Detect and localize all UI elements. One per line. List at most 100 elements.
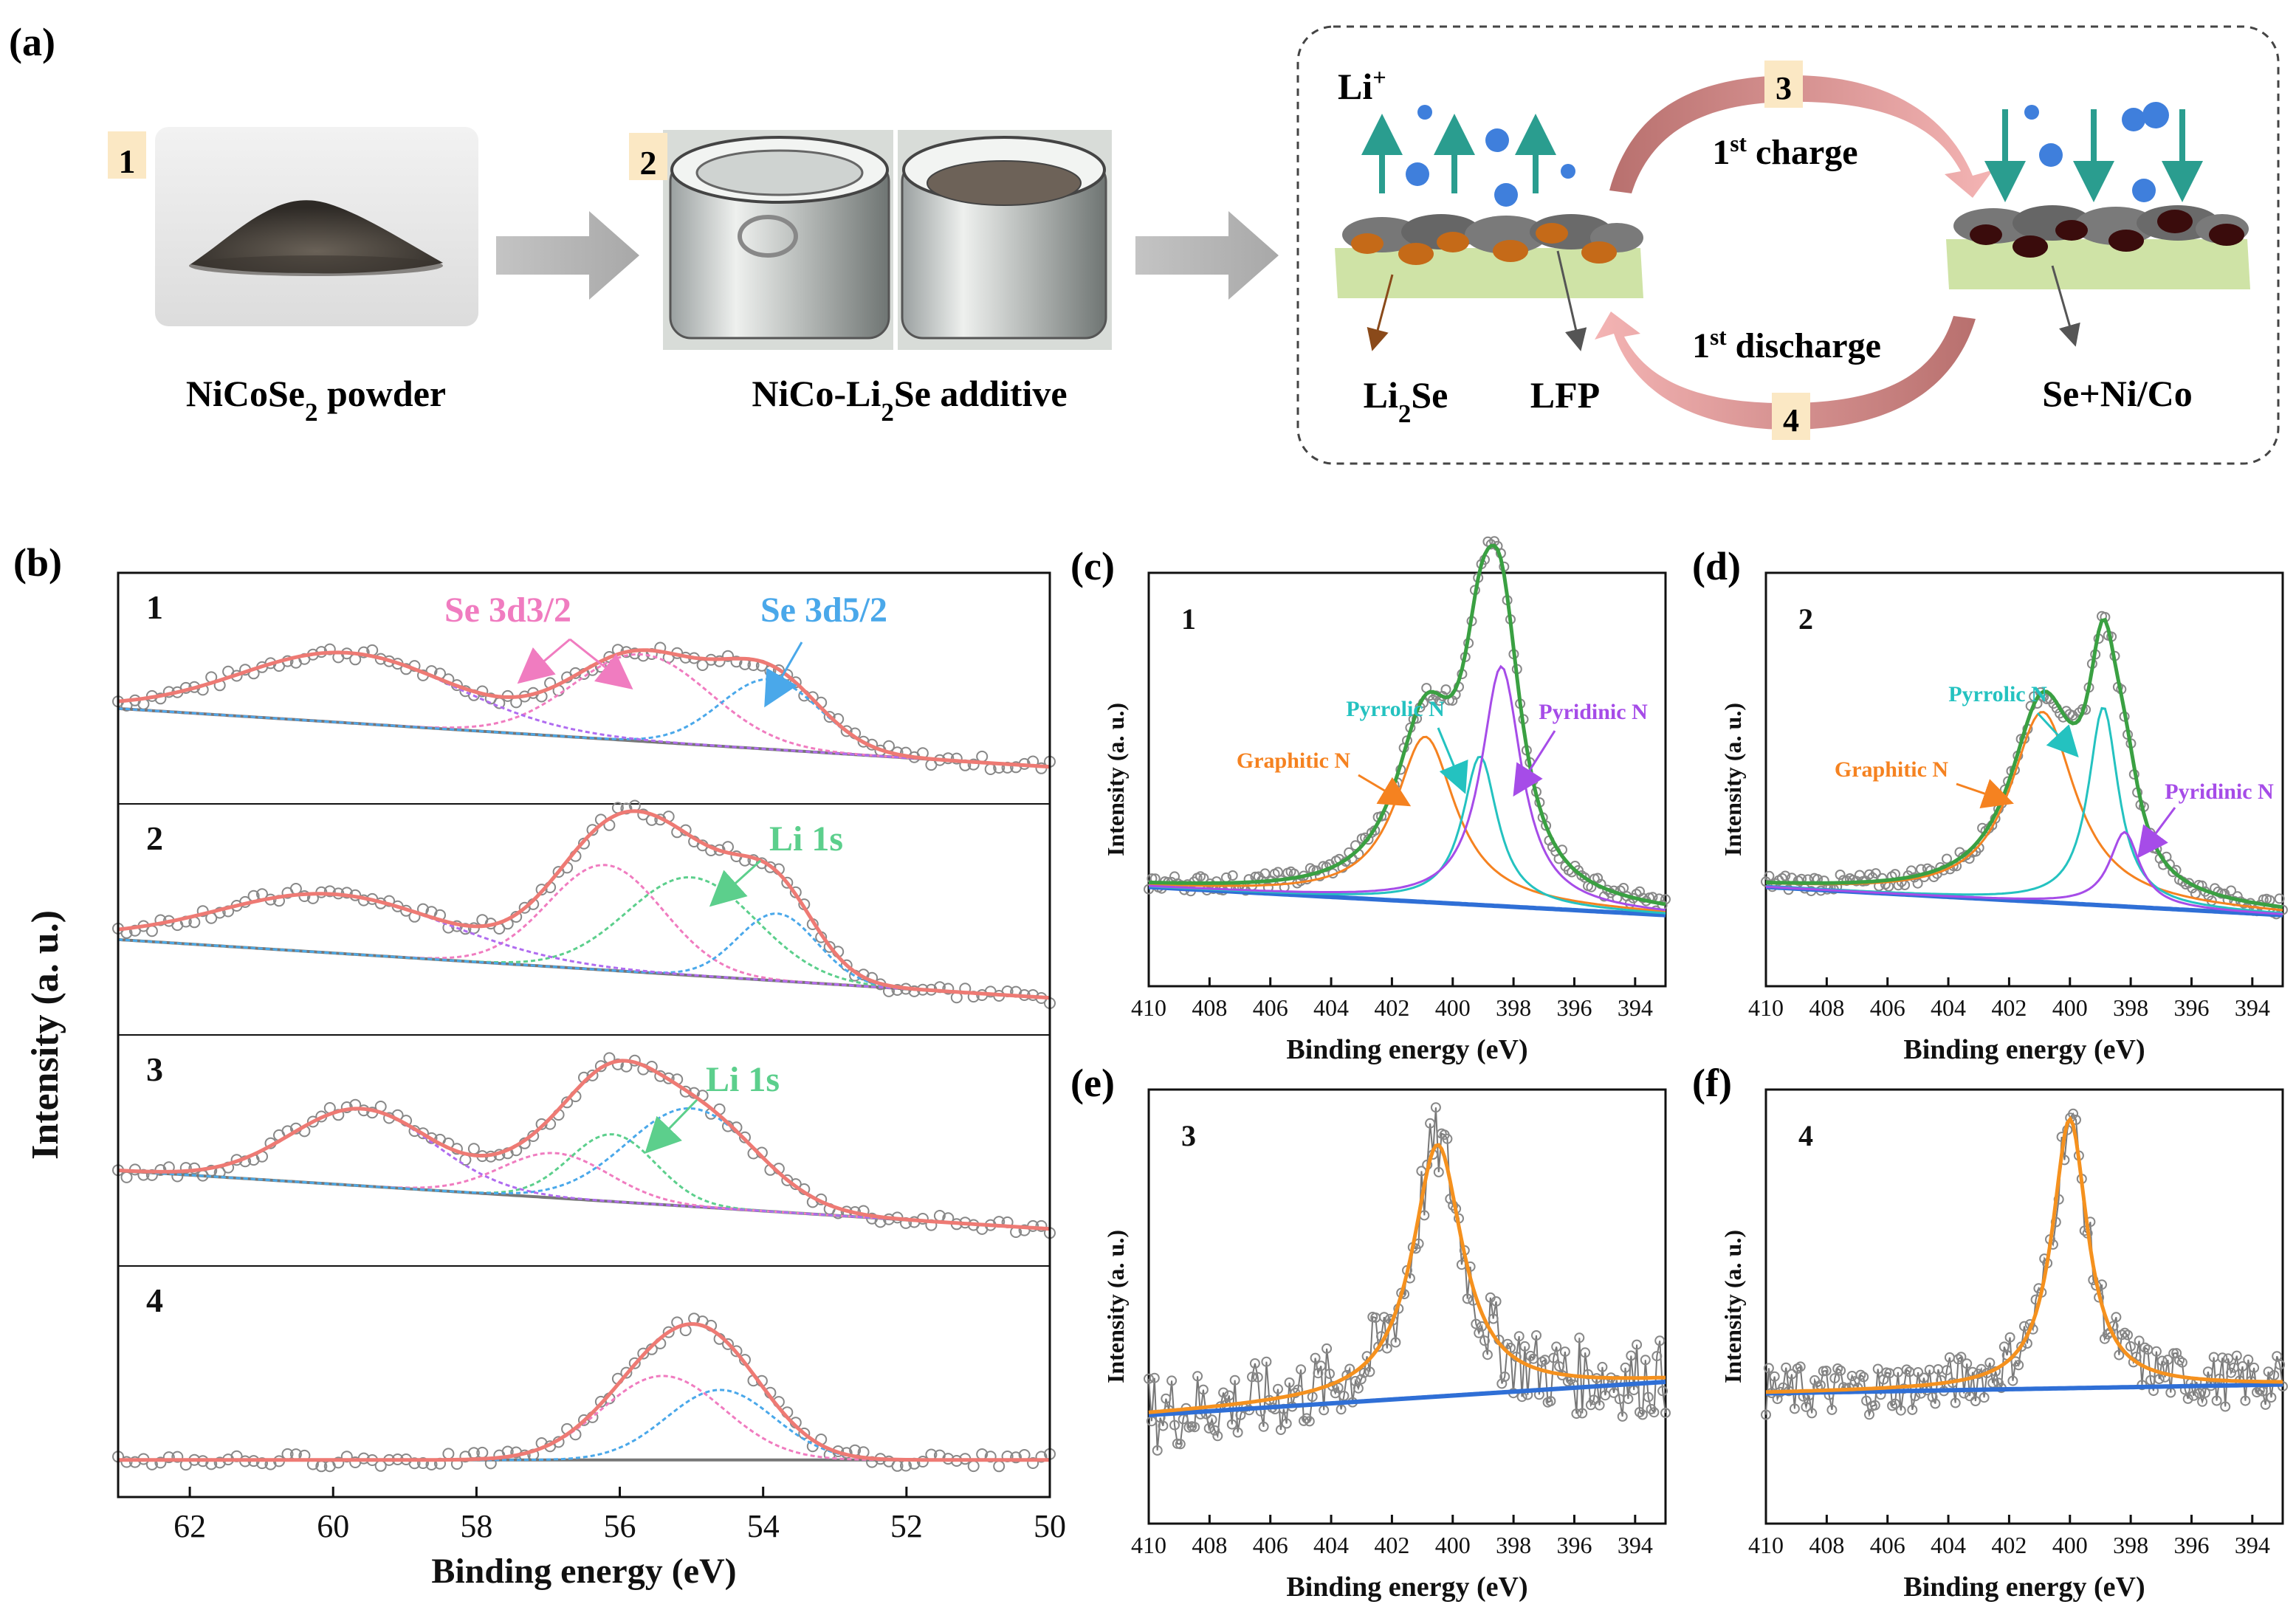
raw-data-point <box>535 884 548 896</box>
step1-caption: NiCoSe2 powder <box>186 373 446 427</box>
x-tick-label: 58 <box>460 1508 492 1544</box>
raw-data-point <box>1545 1396 1556 1407</box>
fit-component-satellite <box>117 651 1051 768</box>
raw-data-point <box>1531 1330 1541 1341</box>
x-tick-label: 408 <box>1809 994 1844 1021</box>
y-axis-label: Intensity (a. u.) <box>24 910 66 1160</box>
se-ni-co-label: Se+Ni/Co <box>2042 373 2193 414</box>
raw-data-point <box>1962 1358 1973 1369</box>
li-release-arrows <box>1361 114 1556 193</box>
panel-label-a: (a) <box>9 20 55 64</box>
raw-data-point <box>1249 1358 1260 1369</box>
raw-data-point <box>289 883 302 895</box>
fit-envelope <box>1765 617 2283 909</box>
raw-data-point <box>1984 1358 1996 1369</box>
fit-envelope <box>1148 1143 1666 1414</box>
raw-data-point <box>1854 870 1865 881</box>
x-tick-label: 56 <box>604 1508 636 1544</box>
raw-data-point <box>764 861 777 873</box>
raw-data-point <box>1979 1392 1990 1403</box>
electrode-after-charge <box>1946 205 2250 289</box>
raw-data-point <box>1192 1371 1203 1382</box>
raw-data-point <box>1649 1407 1660 1418</box>
raw-data-point <box>1826 1404 1838 1415</box>
raw-data-point <box>1479 1335 1490 1346</box>
raw-data-point <box>840 725 853 737</box>
panel-label-d: (d) <box>1692 544 1741 588</box>
x-tick-label: 400 <box>2052 1532 2088 1558</box>
raw-data-point <box>1780 870 1791 881</box>
raw-data-point <box>1206 1414 1217 1425</box>
raw-data-point <box>1226 1419 1237 1430</box>
raw-data-point <box>332 1456 345 1469</box>
raw-data-point <box>340 887 353 899</box>
x-tick-label: 402 <box>1374 1532 1409 1558</box>
step2-badge-text: 2 <box>640 144 657 182</box>
raw-data-point <box>1597 1361 1608 1372</box>
annotation-li-1s: Li 1s <box>769 819 843 859</box>
raw-data-point <box>154 914 167 926</box>
subpanel-label: 2 <box>146 819 163 857</box>
raw-data-point <box>1364 1366 1375 1377</box>
raw-data-point <box>908 985 921 997</box>
raw-data-point <box>1764 870 1775 881</box>
raw-data-point <box>1657 1386 1668 1397</box>
raw-data-point <box>1950 1397 1961 1408</box>
subpanel-3: 3 <box>112 1050 1056 1239</box>
step4-badge <box>1772 393 1810 440</box>
process-arrow-2 <box>1135 211 1279 300</box>
raw-data-point <box>1316 1360 1327 1372</box>
raw-data-point <box>1144 1373 1154 1384</box>
chart-d: 410 408 406 404 402 400 398 396 394 Binding energ… <box>1719 571 2288 1065</box>
raw-data-point <box>1491 1296 1502 1307</box>
fit-envelope <box>117 648 1051 769</box>
step3-label: 1st charge <box>1712 131 1857 173</box>
raw-data-point <box>1795 1361 1806 1372</box>
raw-data-point <box>1623 1394 1634 1405</box>
fit-component-li-1s <box>117 1133 1051 1231</box>
raw-data-point <box>1299 1415 1309 1426</box>
raw-data-point <box>1482 1349 1493 1360</box>
raw-data-point <box>1574 1332 1585 1343</box>
raw-data-point <box>2114 1349 2125 1360</box>
raw-data-point <box>1632 1339 1643 1350</box>
raw-data-point <box>1580 1347 1591 1358</box>
raw-data-point <box>2226 885 2236 896</box>
x-tick-label: 394 <box>1618 1532 1653 1558</box>
raw-data-point <box>2237 1361 2248 1372</box>
raw-data-point <box>1620 1362 1631 1373</box>
chart-e: 410 408 406 404 402 400 398 396 394 Binding energ… <box>1102 1088 1671 1603</box>
x-tick-label: 50 <box>1034 1508 1066 1544</box>
annotation-arrow <box>517 638 571 684</box>
raw-data-point <box>2151 1346 2162 1357</box>
raw-data-point <box>662 1072 675 1084</box>
raw-data-point <box>2200 1387 2210 1398</box>
x-tick-label: 396 <box>2173 994 2209 1021</box>
raw-data-point <box>154 1456 167 1469</box>
x-tick-label: 410 <box>1748 994 1784 1021</box>
raw-data-point <box>2156 1355 2168 1366</box>
panel-label-b: (b) <box>13 540 62 585</box>
raw-data-point <box>1175 1439 1186 1450</box>
annotation-pyridinic-n: Pyridinic N <box>2165 780 2274 804</box>
x-tick-label: 400 <box>2052 994 2088 1021</box>
chart-c: 410 408 406 404 402 400 398 396 394 Binding energ… <box>1102 536 1671 1065</box>
x-tick-label: 394 <box>1618 994 1653 1021</box>
raw-data-point <box>1548 1352 1559 1363</box>
x-axis-label: Binding energy (eV) <box>1286 1034 1527 1065</box>
plot-frame <box>1147 1088 1667 1525</box>
fit-component-se-3d3-2 <box>118 1374 1050 1462</box>
raw-data-point <box>586 1069 599 1081</box>
raw-data-point <box>2260 1399 2271 1410</box>
raw-data-point <box>1513 1331 1525 1342</box>
raw-data-point <box>1433 1166 1444 1177</box>
li-insert-arrows <box>1984 109 2203 202</box>
raw-data-point <box>1895 1405 1906 1416</box>
raw-data-point <box>1769 1371 1780 1382</box>
raw-data-point <box>1807 1408 1818 1419</box>
raw-data-point <box>1577 1408 1588 1419</box>
li-ion-label: Li+ <box>1338 65 1386 107</box>
raw-data-point <box>145 925 158 937</box>
y-axis-label: Intensity (a. u.) <box>1719 1230 1746 1383</box>
